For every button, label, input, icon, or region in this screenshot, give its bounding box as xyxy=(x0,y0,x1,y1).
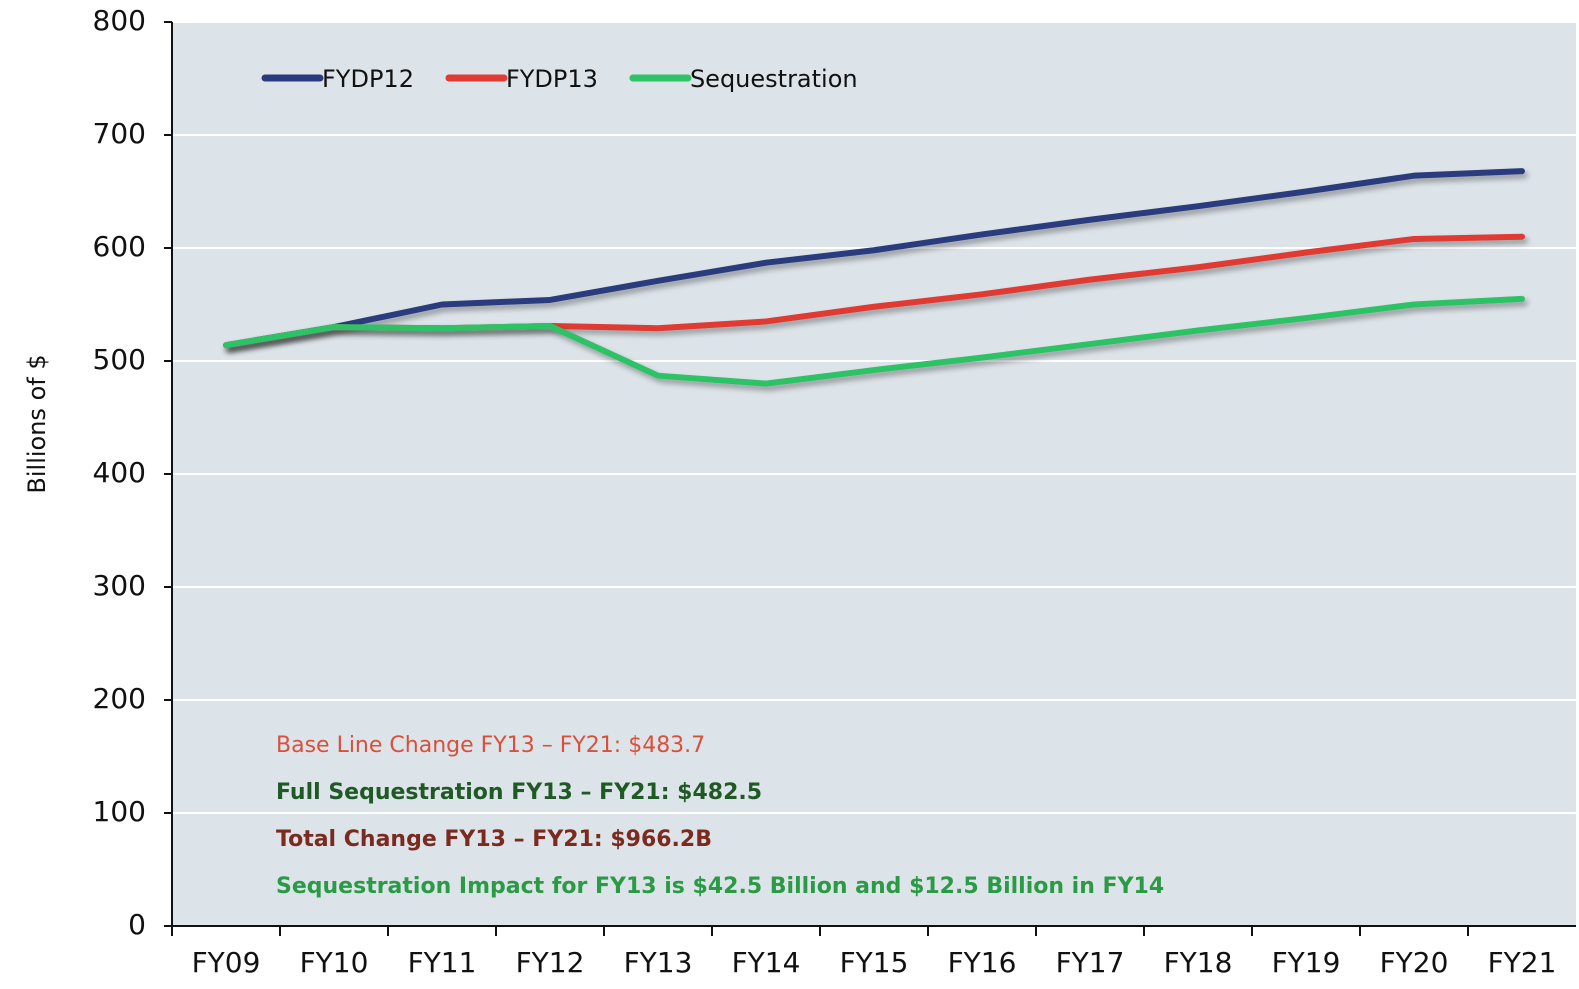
x-tick-label: FY13 xyxy=(624,946,693,979)
x-tick-label: FY18 xyxy=(1164,946,1233,979)
x-tick-label: FY12 xyxy=(516,946,585,979)
x-tick-label: FY16 xyxy=(948,946,1017,979)
x-tick-label: FY17 xyxy=(1056,946,1125,979)
series-line xyxy=(223,168,1525,349)
x-tick-label: FY20 xyxy=(1380,946,1449,979)
x-tick-label: FY14 xyxy=(732,946,801,979)
y-tick-label: 500 xyxy=(93,343,146,376)
legend-label: FYDP12 xyxy=(322,65,414,93)
y-tick-label: 0 xyxy=(128,908,146,941)
x-tick-label: FY11 xyxy=(408,946,477,979)
x-tick-label: FY09 xyxy=(192,946,261,979)
y-tick-label: 100 xyxy=(93,795,146,828)
y-axis-label: Billions of $ xyxy=(23,354,51,493)
y-tick-label: 700 xyxy=(93,117,146,150)
annotation: Base Line Change FY13 – FY21: $483.7 xyxy=(276,733,705,758)
annotation: Sequestration Impact for FY13 is $42.5 B… xyxy=(276,874,1164,899)
annotation: Full Sequestration FY13 – FY21: $482.5 xyxy=(276,780,762,805)
y-tick-label: 300 xyxy=(93,569,146,602)
y-tick-label: 800 xyxy=(93,4,146,37)
x-tick-label: FY10 xyxy=(300,946,369,979)
x-tick-label: FY19 xyxy=(1272,946,1341,979)
x-tick-label: FY15 xyxy=(840,946,909,979)
y-tick-label: 400 xyxy=(93,456,146,489)
annotation: Total Change FY13 – FY21: $966.2B xyxy=(276,827,712,852)
y-tick-label: 600 xyxy=(93,230,146,263)
y-tick-label: 200 xyxy=(93,682,146,715)
legend-label: FYDP13 xyxy=(506,65,598,93)
legend-label: Sequestration xyxy=(690,65,858,93)
series-line xyxy=(223,295,1525,387)
x-tick-label: FY21 xyxy=(1488,946,1557,979)
